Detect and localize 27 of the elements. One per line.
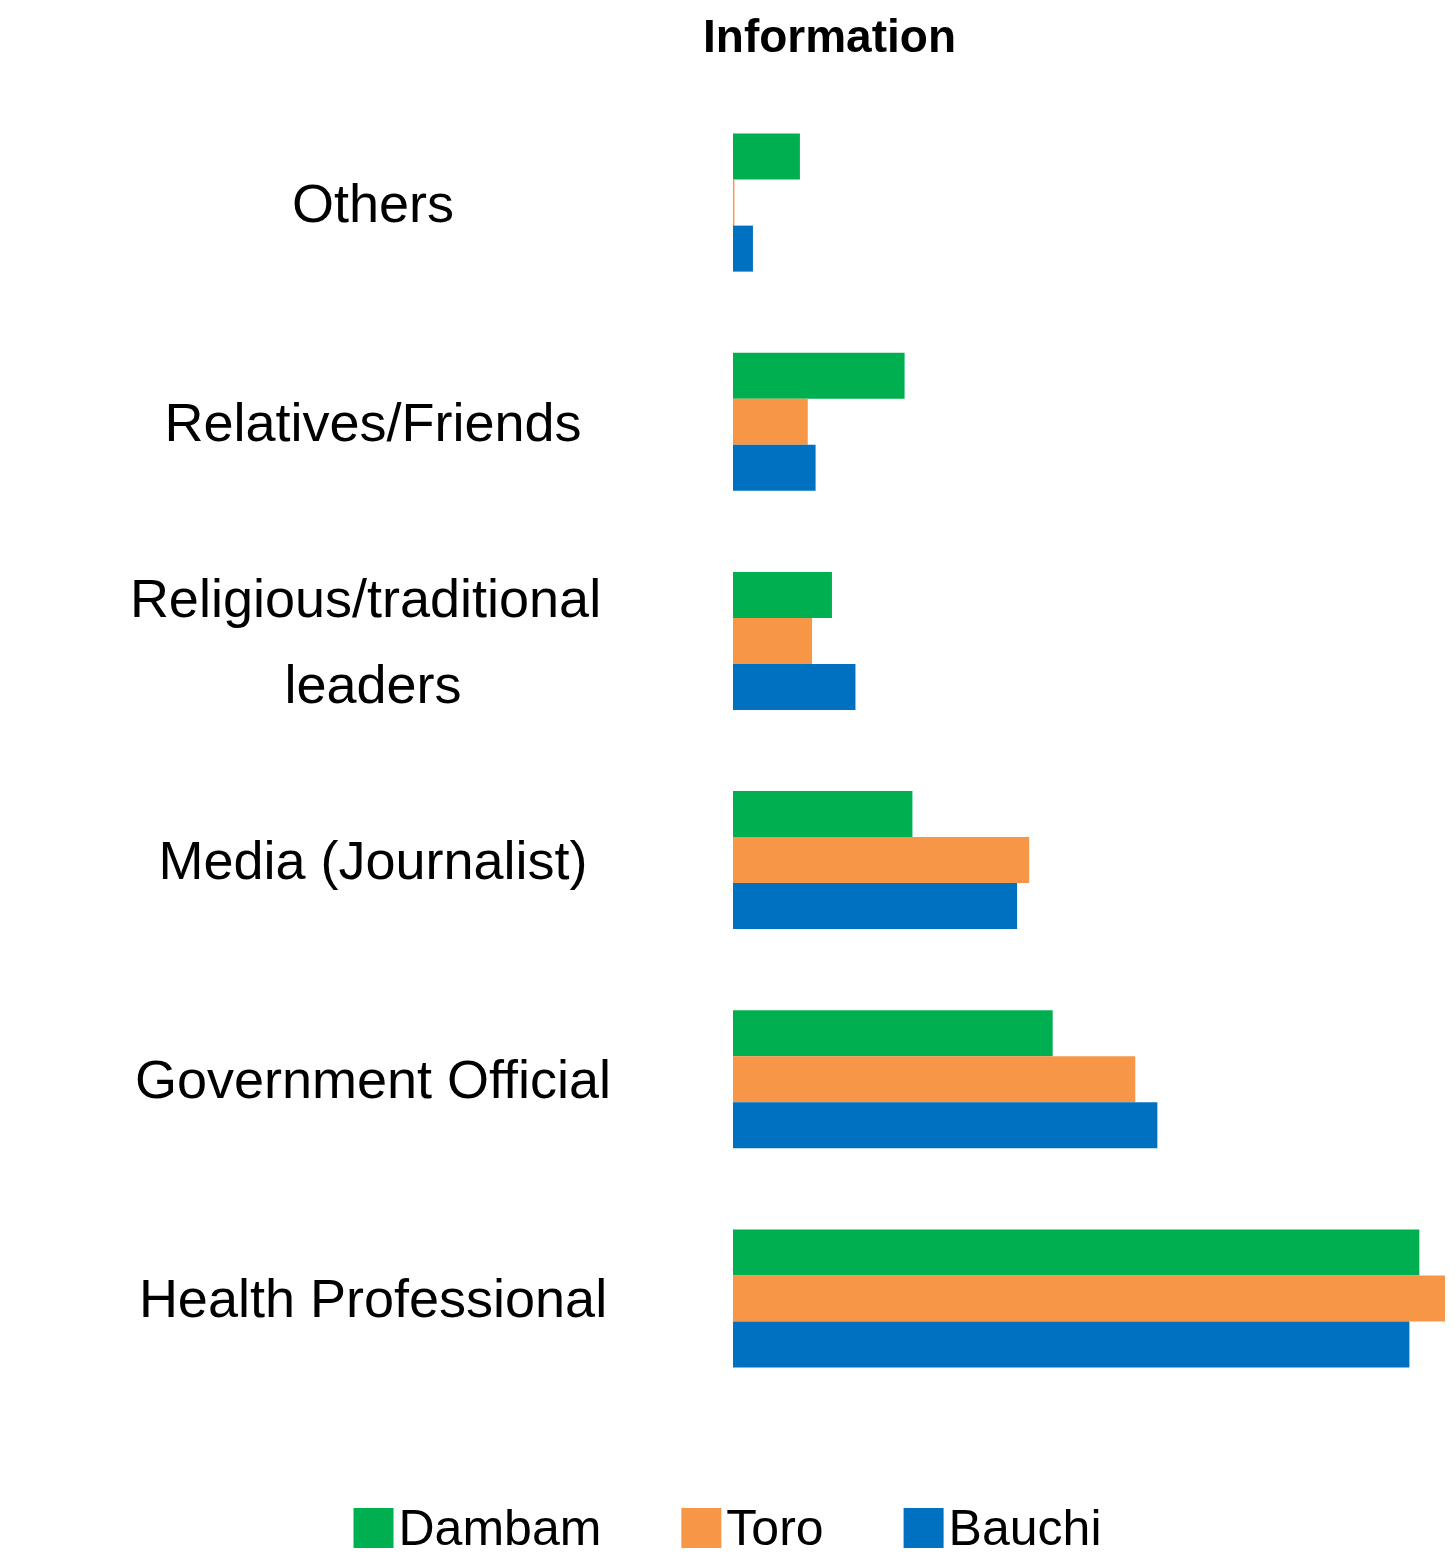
bar (733, 1229, 1420, 1276)
bar (733, 1275, 1445, 1322)
y-tick-label: Government Official (134, 1049, 612, 1110)
bar (733, 444, 816, 491)
bar (733, 663, 856, 710)
y-tick-label: Others (291, 172, 455, 233)
bar (733, 398, 808, 445)
legend-label: Dambam (398, 1500, 602, 1556)
bar (733, 225, 753, 272)
bar (733, 883, 1018, 930)
bar (733, 1321, 1410, 1368)
legend-label: Toro (726, 1500, 824, 1556)
bar (733, 133, 800, 180)
y-tick-label: Religious/traditional leaders (129, 567, 617, 714)
chart-title: Information (703, 10, 956, 62)
bar (733, 571, 832, 618)
bar (733, 617, 813, 664)
bar (733, 352, 905, 399)
y-tick-label: Health Professional (138, 1268, 608, 1329)
bar (733, 1010, 1053, 1057)
bar (733, 837, 1030, 884)
bar (733, 791, 913, 838)
bar (733, 1102, 1158, 1149)
bar (733, 1056, 1136, 1103)
y-tick-label: Relatives/Friends (164, 391, 582, 452)
y-tick-label: Media (Journalist) (158, 830, 588, 891)
legend-label: Bauchi (948, 1500, 1102, 1556)
